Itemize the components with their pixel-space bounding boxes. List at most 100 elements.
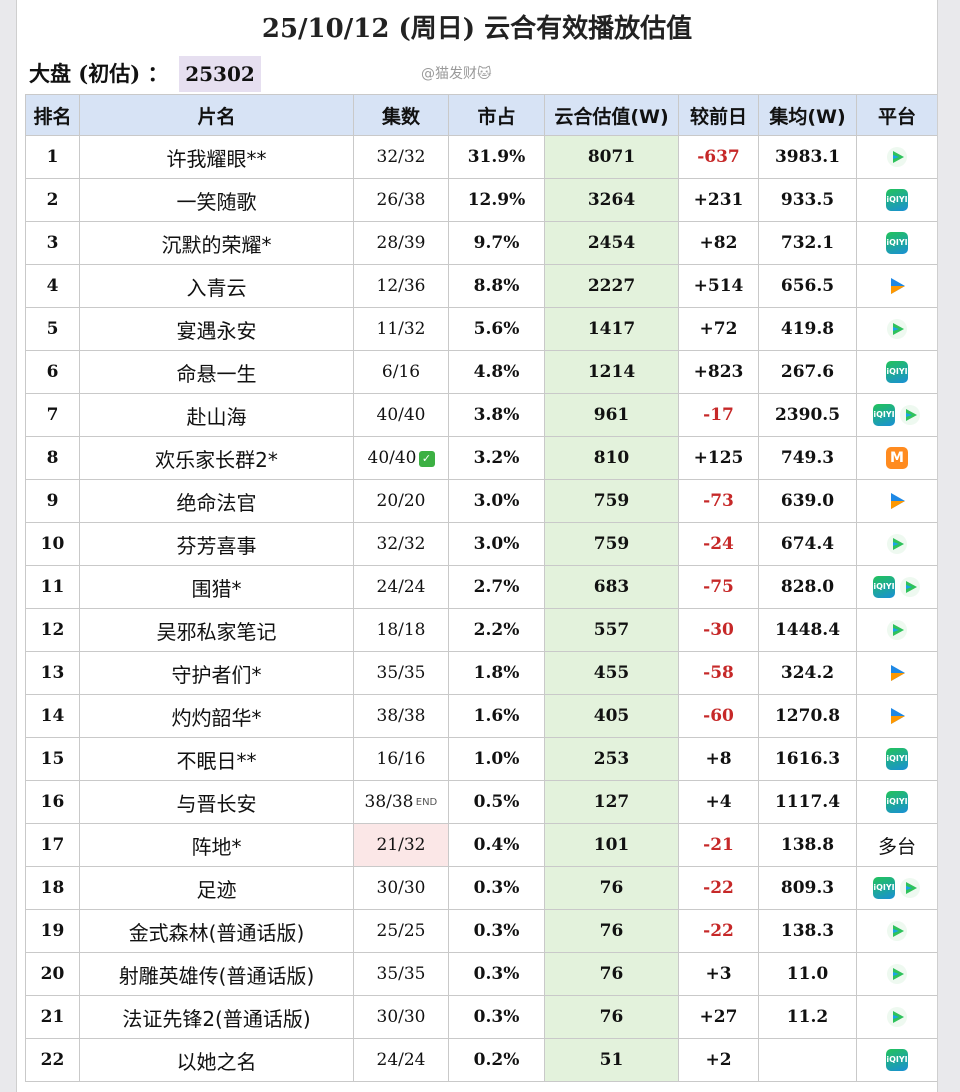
rank-cell: 17	[25, 823, 80, 867]
episodes-cell-text: 30/30	[376, 878, 426, 898]
share-cell: 5.6%	[448, 307, 545, 351]
avg-cell-text: 674.4	[780, 534, 835, 554]
platform-cell	[856, 522, 937, 566]
episodes-cell-text: 21/32	[376, 835, 426, 855]
change-cell-text: -60	[703, 706, 734, 726]
iqiyi-icon: iQIYI	[886, 232, 908, 254]
estimate-cell: 2454	[544, 221, 679, 265]
title-cell: 芬芳喜事	[79, 522, 354, 566]
table-row: 13 守护者们* 35/35 1.8% 455 -58 324.2	[25, 651, 937, 695]
platform-cell	[856, 608, 937, 652]
table-row: 9 绝命法官 20/20 3.0% 759 -73 639.0	[25, 479, 937, 523]
change-cell: +823	[678, 350, 759, 394]
change-cell-text: -75	[703, 577, 734, 597]
estimate-cell-text: 76	[599, 964, 624, 984]
table-row: 1 许我耀眼** 32/32 31.9% 8071 -637 3983.1	[25, 135, 937, 179]
avg-cell-text: 656.5	[780, 276, 835, 296]
change-cell-text: -637	[697, 147, 740, 167]
rank-cell: 9	[25, 479, 80, 523]
episodes-cell-text: 38/38	[364, 792, 414, 812]
estimate-cell: 1214	[544, 350, 679, 394]
change-cell-text: -24	[703, 534, 734, 554]
avg-cell-text: 11.0	[786, 964, 829, 984]
episodes-cell-text: 20/20	[376, 491, 426, 511]
rank-cell-text: 22	[40, 1050, 65, 1070]
episodes-cell-text: 40/40	[376, 405, 426, 425]
change-cell: -75	[678, 565, 759, 609]
youku-icon	[886, 490, 908, 512]
platform-multi-label: 多台	[877, 835, 916, 858]
tencent-video-icon	[886, 533, 908, 555]
rank-cell-text: 6	[46, 362, 59, 382]
rank-cell: 16	[25, 780, 80, 824]
title-cell-text: 以她之名	[176, 1049, 257, 1074]
share-cell: 0.3%	[448, 995, 545, 1039]
episodes-cell: 38/38 END	[353, 780, 449, 824]
estimate-cell: 759	[544, 479, 679, 523]
estimate-cell-text: 2227	[587, 276, 636, 296]
title-cell-text: 阵地*	[191, 834, 242, 859]
episodes-cell-text: 28/39	[376, 233, 426, 253]
column-header-rank: 排名	[25, 94, 80, 136]
avg-cell: 933.5	[758, 178, 857, 222]
episodes-cell-text: 25/25	[376, 921, 426, 941]
episodes-cell: 20/20	[353, 479, 449, 523]
rank-cell: 19	[25, 909, 80, 953]
estimate-cell: 76	[544, 909, 679, 953]
change-cell-text: +823	[693, 362, 744, 382]
rank-cell: 5	[25, 307, 80, 351]
platform-cell	[856, 651, 937, 695]
change-cell: -73	[678, 479, 759, 523]
rank-cell-text: 17	[40, 835, 65, 855]
rank-cell-text: 13	[40, 663, 65, 683]
rank-cell: 13	[25, 651, 80, 695]
iqiyi-icon: iQIYI	[873, 576, 895, 598]
estimate-cell-text: 683	[593, 577, 630, 597]
change-cell-text: -58	[703, 663, 734, 683]
title-cell-text: 沉默的荣耀*	[161, 232, 272, 257]
change-cell-text: -21	[703, 835, 734, 855]
title-cell-text: 围猎*	[191, 576, 242, 601]
rank-cell-text: 8	[46, 448, 59, 468]
tencent-video-icon	[886, 963, 908, 985]
change-cell: -21	[678, 823, 759, 867]
finished-end-badge: END	[415, 796, 438, 808]
title-cell-text: 法证先锋2(普通话版)	[122, 1006, 311, 1031]
episodes-cell-text: 35/35	[376, 964, 426, 984]
estimate-cell: 1417	[544, 307, 679, 351]
episodes-cell: 32/32	[353, 135, 449, 179]
rank-cell: 21	[25, 995, 80, 1039]
estimate-cell: 2227	[544, 264, 679, 308]
youku-icon	[886, 275, 908, 297]
change-cell: -22	[678, 866, 759, 910]
market-total-value: 25302	[179, 56, 261, 92]
episodes-cell: 30/30	[353, 995, 449, 1039]
estimate-cell: 405	[544, 694, 679, 738]
episodes-cell: 28/39	[353, 221, 449, 265]
table-row: 19 金式森林(普通话版) 25/25 0.3% 76 -22 138.3	[25, 909, 937, 953]
share-cell-text: 1.6%	[473, 706, 520, 726]
tencent-video-icon	[886, 318, 908, 340]
iqiyi-icon: iQIYI	[873, 404, 895, 426]
youku-icon	[886, 705, 908, 727]
platform-cell	[856, 307, 937, 351]
title-cell: 阵地*	[79, 823, 354, 867]
rank-cell-text: 7	[46, 405, 59, 425]
change-cell: -637	[678, 135, 759, 179]
platform-cell: iQIYI	[856, 737, 937, 781]
share-cell-text: 0.3%	[473, 1007, 520, 1027]
avg-cell-text: 732.1	[780, 233, 835, 253]
title-cell-text: 入青云	[186, 275, 247, 300]
avg-cell-text: 3983.1	[774, 147, 841, 167]
change-cell-text: +27	[699, 1007, 738, 1027]
estimate-cell: 51	[544, 1038, 679, 1082]
youku-icon	[886, 662, 908, 684]
title-cell-text: 不眠日**	[176, 748, 257, 773]
avg-cell: 3983.1	[758, 135, 857, 179]
change-cell: -22	[678, 909, 759, 953]
rank-cell-text: 16	[40, 792, 65, 812]
platform-cell	[856, 995, 937, 1039]
estimate-cell-text: 101	[593, 835, 630, 855]
title-cell-text: 一笑随歌	[176, 189, 257, 214]
change-cell-text: -22	[703, 921, 734, 941]
